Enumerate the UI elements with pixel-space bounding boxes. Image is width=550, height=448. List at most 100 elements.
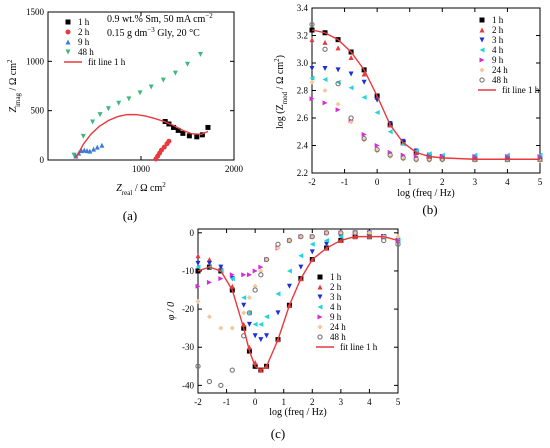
data-point — [309, 66, 315, 71]
data-point — [275, 310, 281, 316]
data-point — [400, 155, 406, 161]
x-tick-label: 1 — [407, 177, 412, 187]
data-point — [263, 256, 270, 263]
x-tick-label: 1000 — [132, 164, 151, 174]
data-point — [252, 283, 258, 289]
legend-label: fit line 1 h — [88, 57, 126, 67]
legend-marker — [479, 17, 485, 23]
legend-marker — [65, 29, 71, 35]
data-point — [413, 156, 419, 162]
y-axis-label-part: Z — [8, 107, 19, 113]
x-axis-label: log (freq / Hz) — [397, 188, 454, 199]
y-axis-label-part: log (Z — [275, 104, 286, 129]
legend-label: 1 h — [492, 15, 504, 25]
legend-label: 2 h — [78, 27, 90, 37]
panel-label: (a) — [123, 208, 137, 223]
legend-label: 1 h — [330, 272, 342, 282]
legend-marker — [317, 314, 323, 320]
data-point — [195, 363, 201, 369]
y-axis-label-part: ) — [275, 55, 286, 58]
plot-frame — [197, 228, 399, 394]
data-point — [241, 302, 247, 308]
data-point — [348, 115, 354, 121]
data-point — [246, 321, 252, 327]
data-point — [198, 51, 204, 57]
data-point — [148, 84, 154, 90]
data-point — [206, 279, 212, 285]
y-axis-label: log (Zmod / Ω cm2) — [273, 55, 289, 129]
data-point — [206, 260, 212, 266]
data-point — [322, 88, 328, 93]
legend-label: fit line 1 h — [340, 342, 378, 352]
data-point — [218, 276, 224, 282]
series-line — [197, 235, 399, 371]
legend-label: 3 h — [330, 292, 342, 302]
data-point — [175, 127, 181, 133]
data-point — [264, 333, 270, 339]
x-axis-label-part: 2 — [162, 181, 166, 189]
x-tick-label: 2 — [310, 397, 315, 407]
data-point — [166, 138, 172, 144]
data-point — [171, 124, 177, 130]
series-4-h — [309, 75, 543, 158]
data-point — [387, 154, 393, 159]
data-point — [426, 151, 432, 157]
data-point — [335, 107, 341, 113]
legend-label: 4 h — [330, 302, 342, 312]
data-point — [94, 144, 100, 150]
series-fit-line-1-h — [311, 29, 540, 160]
data-point — [374, 148, 380, 154]
data-point — [246, 272, 252, 278]
y-tick-label: 2.8 — [297, 86, 309, 96]
data-point — [400, 156, 406, 162]
data-point — [374, 146, 380, 153]
data-point — [361, 137, 367, 143]
legend-marker — [317, 304, 323, 310]
data-point — [91, 146, 97, 152]
data-point — [206, 257, 212, 263]
y-axis-label-part: imag — [14, 92, 22, 106]
x-axis-label-part: real — [122, 189, 133, 197]
y-tick-label: 1000 — [26, 56, 45, 66]
series-line — [311, 29, 540, 160]
series-fit-line-1-h — [197, 235, 399, 371]
data-point — [275, 241, 281, 247]
data-point — [195, 283, 201, 289]
x-tick-label: 5 — [538, 177, 543, 187]
data-point — [348, 119, 354, 125]
data-point — [258, 337, 264, 343]
legend-label: 4 h — [492, 45, 504, 55]
annotation-line-1-part: 0.9 wt.% Sm, 50 mA cm — [107, 14, 206, 25]
data-point — [298, 253, 304, 259]
x-axis-label: Zreal / Ω cm2 — [116, 181, 166, 197]
series-9-h — [309, 96, 543, 159]
legend-label: 48 h — [330, 332, 346, 342]
x-tick-label: 0 — [375, 177, 380, 187]
legend-label: 1 h — [78, 17, 90, 27]
series-48-h — [195, 230, 401, 389]
x-tick-label: 4 — [367, 397, 372, 407]
data-point — [116, 100, 122, 106]
data-point — [322, 46, 328, 52]
data-point — [324, 241, 330, 247]
data-point — [264, 314, 270, 320]
y-axis-label: φ / 0 — [166, 302, 177, 320]
annotation-line-2-part: Gly, 20 °C — [155, 28, 200, 39]
x-tick-label: -2 — [308, 177, 316, 187]
data-point — [241, 295, 247, 301]
x-tick-label: -1 — [223, 397, 231, 407]
y-tick-label: -20 — [182, 304, 194, 314]
x-axis-label-part: Z — [116, 183, 122, 194]
y-tick-label: 500 — [31, 106, 45, 116]
legend-label: 48 h — [492, 75, 508, 85]
data-point — [361, 79, 367, 85]
data-point — [206, 314, 212, 320]
data-point — [241, 310, 247, 316]
data-point — [252, 321, 258, 327]
data-point — [105, 106, 111, 112]
legend-label: 9 h — [78, 37, 90, 47]
y-tick-label: 3.2 — [297, 31, 308, 41]
